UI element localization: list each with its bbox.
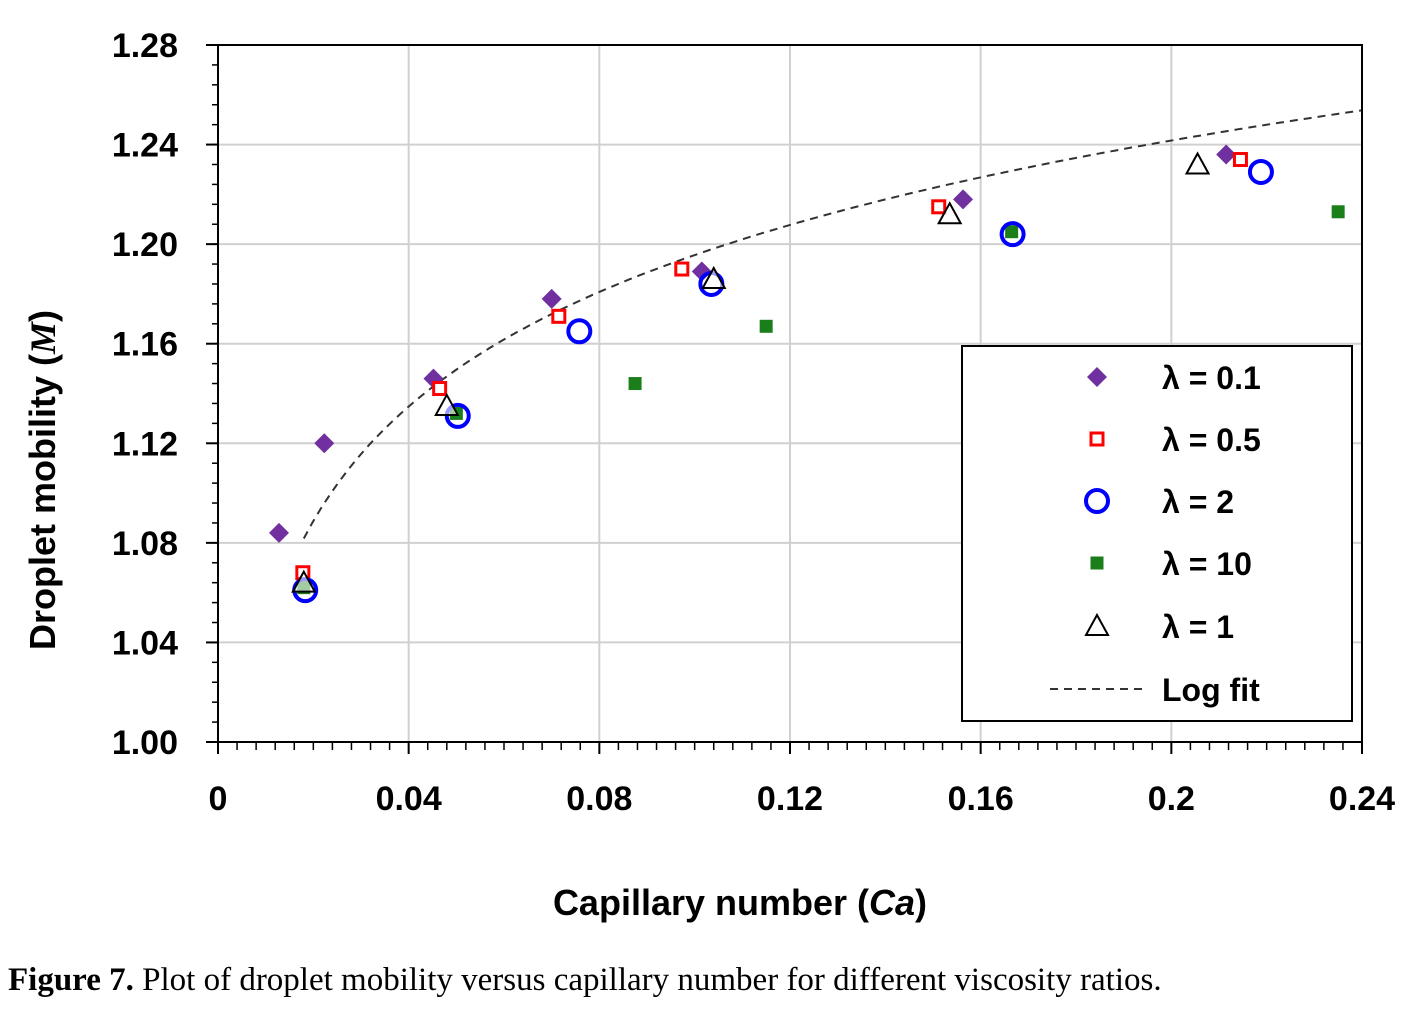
y-tick-label: 1.28 xyxy=(112,27,178,65)
y-tick-label: 1.04 xyxy=(112,624,178,662)
series-diamond xyxy=(269,144,1237,543)
data-point xyxy=(432,381,448,397)
x-tick-label: 0.04 xyxy=(376,780,442,818)
x-tick-label: 0.24 xyxy=(1329,780,1395,818)
legend-label: λ = 0.5 xyxy=(1162,422,1261,458)
data-point xyxy=(541,288,562,309)
y-tick-label: 1.12 xyxy=(112,425,178,463)
chart: 0 0.04 0.08 0.12 0.16 0.2 0.24 1.00 1.04 1.08 1.12… xyxy=(22,27,1395,923)
data-point xyxy=(291,569,317,593)
data-point xyxy=(953,189,974,210)
data-point xyxy=(701,265,727,289)
x-axis-title: Capillary number (Ca) xyxy=(553,882,927,923)
y-axis-title: Droplet mobility (M) xyxy=(22,310,63,650)
figure-caption: Figure 7. Plot of droplet mobility versu… xyxy=(8,962,1423,999)
data-point xyxy=(434,392,460,416)
x-tick-label: 0.08 xyxy=(566,780,632,818)
y-tick-label: 1.08 xyxy=(112,525,178,563)
legend-label: λ = 0.1 xyxy=(1162,360,1261,396)
y-tick-label: 1.20 xyxy=(112,226,178,264)
y-tick-label: 1.00 xyxy=(112,724,178,762)
legend-marker xyxy=(1090,556,1104,570)
x-tick-label: 0.16 xyxy=(948,780,1014,818)
x-tick-label: 0.2 xyxy=(1148,780,1195,818)
data-point xyxy=(269,522,290,543)
data-point xyxy=(314,433,335,454)
data-point xyxy=(691,261,712,282)
legend-box xyxy=(961,345,1353,722)
data-point xyxy=(1232,152,1248,168)
data-point xyxy=(759,319,773,333)
series-open-triangle xyxy=(291,151,1211,593)
data-points xyxy=(269,144,1345,604)
x-tick-label: 0 xyxy=(209,780,228,818)
legend-marker xyxy=(1084,612,1110,636)
data-point xyxy=(566,318,593,345)
x-tick-label: 0.12 xyxy=(757,780,823,818)
legend-label: λ = 2 xyxy=(1162,484,1234,520)
data-point xyxy=(551,308,567,324)
data-point xyxy=(1331,205,1345,219)
data-point xyxy=(1184,151,1211,175)
legend-label: λ = 1 xyxy=(1162,609,1234,645)
data-point xyxy=(674,261,690,277)
legend-label: λ = 10 xyxy=(1162,546,1252,582)
tick-labels: 0 0.04 0.08 0.12 0.16 0.2 0.24 1.00 1.04 1.08 1.12… xyxy=(112,27,1395,818)
data-point xyxy=(1247,158,1274,185)
data-point xyxy=(931,199,947,215)
axes xyxy=(206,44,1363,754)
data-point xyxy=(628,377,642,391)
fit-line-layer xyxy=(302,109,1363,539)
y-tick-label: 1.16 xyxy=(112,326,178,364)
legend-marker xyxy=(1087,367,1107,387)
data-point xyxy=(936,201,963,225)
legend: λ = 0.1 λ = 0.5 λ = 2 λ = 10 λ = 1 Log fit xyxy=(961,345,1353,722)
log-fit-line xyxy=(302,109,1363,539)
legend-label: Log fit xyxy=(1162,672,1260,708)
legend-marker xyxy=(1089,431,1105,447)
data-point xyxy=(1005,225,1019,239)
data-point xyxy=(999,221,1026,248)
caption-label: Figure 7. xyxy=(8,962,134,998)
data-point xyxy=(1216,144,1237,165)
legend-marker xyxy=(1084,488,1110,514)
y-tick-label: 1.24 xyxy=(112,127,178,165)
caption-text: Plot of droplet mobility versus capillar… xyxy=(142,962,1162,998)
